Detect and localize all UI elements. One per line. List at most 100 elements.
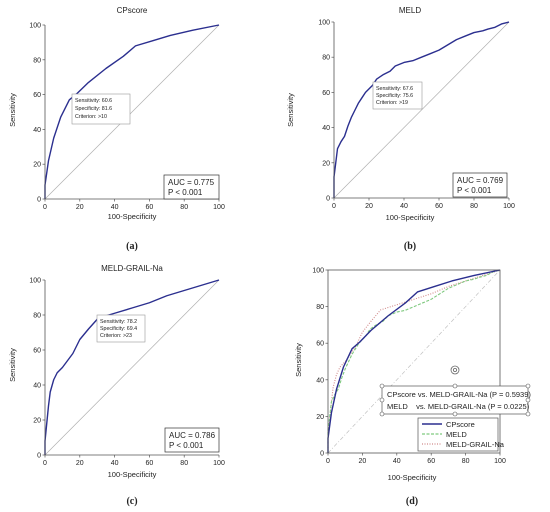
y-tick-label: 100 xyxy=(29,23,41,30)
roc-curve-series-0 xyxy=(44,24,220,199)
y-tick-label: 40 xyxy=(316,377,324,384)
panel-title: MELD-GRAIL-Na xyxy=(101,264,163,273)
y-axis-label: Sensitivity xyxy=(8,93,17,127)
x-axis-label: 100-Specificity xyxy=(108,470,157,479)
x-tick-label: 80 xyxy=(470,203,478,210)
auc-value: AUC = 0.786 xyxy=(169,431,216,440)
y-tick-label: 60 xyxy=(322,90,330,97)
axes: 0 20 40 60 80 100 0 20 40 60 80 100 xyxy=(318,20,515,211)
plot-frame xyxy=(327,269,501,454)
y-tick-label: 0 xyxy=(320,451,324,458)
y-tick-label: 20 xyxy=(33,162,41,169)
panel-caption: (a) xyxy=(126,241,138,252)
x-tick-label: 40 xyxy=(111,460,119,467)
auc-box xyxy=(163,174,220,200)
criterion-line: Sensitivity: 67.6 xyxy=(376,86,413,92)
x-tick-label: 0 xyxy=(43,460,47,467)
criterion-line: Sensitivity: 60.6 xyxy=(75,98,112,104)
y-tick-label: 40 xyxy=(33,383,41,390)
y-tick-label: 60 xyxy=(316,341,324,348)
selection-handles xyxy=(379,383,531,417)
x-tick-label: 20 xyxy=(359,458,367,465)
p-value: P < 0.001 xyxy=(169,441,204,450)
legend-label: MELD-GRAIL-Na xyxy=(446,440,505,449)
y-tick-label: 80 xyxy=(322,55,330,62)
x-tick-label: 40 xyxy=(393,458,401,465)
panel-caption: (d) xyxy=(406,496,418,507)
x-tick-label: 20 xyxy=(365,203,373,210)
x-tick-label: 80 xyxy=(462,458,470,465)
x-tick-label: 80 xyxy=(180,460,188,467)
criterion-line: Sensitivity: 78.2 xyxy=(100,319,137,325)
criterion-line: Specificity: 75.6 xyxy=(376,93,413,99)
x-tick-label: 60 xyxy=(146,460,154,467)
target-icon xyxy=(450,365,460,375)
x-tick-label: 100 xyxy=(494,458,506,465)
axes: 0 20 40 60 80 100 0 20 40 60 80 100 xyxy=(312,268,506,466)
y-tick-label: 40 xyxy=(33,127,41,134)
y-tick-label: 80 xyxy=(316,304,324,311)
x-tick-label: 100 xyxy=(503,203,515,210)
y-tick-label: 60 xyxy=(33,348,41,355)
roc-panel-meld-grail-na: 0 20 40 60 80 100 0 20 40 60 80 100 MELD-GRAIL-Na 1… xyxy=(8,264,225,507)
reference-diagonal-line xyxy=(333,21,510,199)
panel-title: CPscore xyxy=(117,6,148,15)
y-tick-label: 100 xyxy=(312,268,324,275)
x-tick-label: 100 xyxy=(213,204,225,211)
auc-box xyxy=(452,172,508,198)
x-tick-label: 20 xyxy=(76,460,84,467)
x-tick-label: 20 xyxy=(76,204,84,211)
criterion-box xyxy=(96,314,146,343)
comparison-line: MELD vs. MELD-GRAIL-Na (P = 0.0225) xyxy=(387,402,530,411)
series-group xyxy=(44,24,220,200)
x-axis-label: 100-Specificity xyxy=(108,212,157,221)
y-tick-label: 20 xyxy=(316,414,324,421)
y-tick-label: 100 xyxy=(29,278,41,285)
legend-label: CPscore xyxy=(446,420,475,429)
y-tick-label: 0 xyxy=(37,197,41,204)
reference-diagonal-line xyxy=(44,24,220,200)
panel-caption: (b) xyxy=(404,241,416,252)
roc-panel-comparison: 0 20 40 60 80 100 0 20 40 60 80 100 100-Specificity… xyxy=(294,268,531,508)
y-tick-label: 20 xyxy=(322,160,330,167)
x-tick-label: 100 xyxy=(213,460,225,467)
criterion-line: Criterion: >23 xyxy=(100,333,132,339)
comparison-box xyxy=(381,385,529,415)
auc-value: AUC = 0.775 xyxy=(168,178,215,187)
reference-diagonal-line xyxy=(44,279,220,456)
reference-diagonal-line xyxy=(327,269,501,454)
axes: 0 20 40 60 80 100 0 20 40 60 80 100 xyxy=(29,278,225,468)
criterion-line: Criterion: >10 xyxy=(75,114,107,120)
roc-panel-cpscore: 0 20 40 60 80 100 0 20 40 60 80 100 CPscore 100-Spe… xyxy=(8,6,225,252)
criterion-box xyxy=(372,81,423,110)
x-axis-label: 100-Specificity xyxy=(386,213,435,222)
x-tick-label: 0 xyxy=(43,204,47,211)
legend-label: MELD xyxy=(446,430,467,439)
series-group xyxy=(333,21,510,199)
x-tick-label: 0 xyxy=(332,203,336,210)
axes: 0 20 40 60 80 100 0 20 40 60 80 100 xyxy=(29,23,225,212)
criterion-line: Specificity: 81.6 xyxy=(75,106,112,112)
x-tick-label: 60 xyxy=(435,203,443,210)
y-axis-label: Sensitivity xyxy=(8,348,17,382)
panel-caption: (c) xyxy=(126,496,137,507)
p-value: P < 0.001 xyxy=(457,186,492,195)
series-group xyxy=(327,269,501,454)
roc-curve-cpscore xyxy=(327,269,501,453)
y-tick-label: 80 xyxy=(33,313,41,320)
y-tick-label: 60 xyxy=(33,92,41,99)
y-axis-label: Sensitivity xyxy=(286,93,295,127)
x-axis-label: 100-Specificity xyxy=(388,473,437,482)
p-value: P < 0.001 xyxy=(168,188,203,197)
y-tick-label: 80 xyxy=(33,57,41,64)
auc-box xyxy=(164,427,220,453)
x-tick-label: 80 xyxy=(180,204,188,211)
roc-curve-meld xyxy=(327,269,501,453)
auc-value: AUC = 0.769 xyxy=(457,176,504,185)
criterion-line: Specificity: 69.4 xyxy=(100,326,137,332)
y-tick-label: 100 xyxy=(318,20,330,27)
x-tick-label: 60 xyxy=(146,204,154,211)
y-tick-label: 20 xyxy=(33,418,41,425)
x-tick-label: 0 xyxy=(326,458,330,465)
